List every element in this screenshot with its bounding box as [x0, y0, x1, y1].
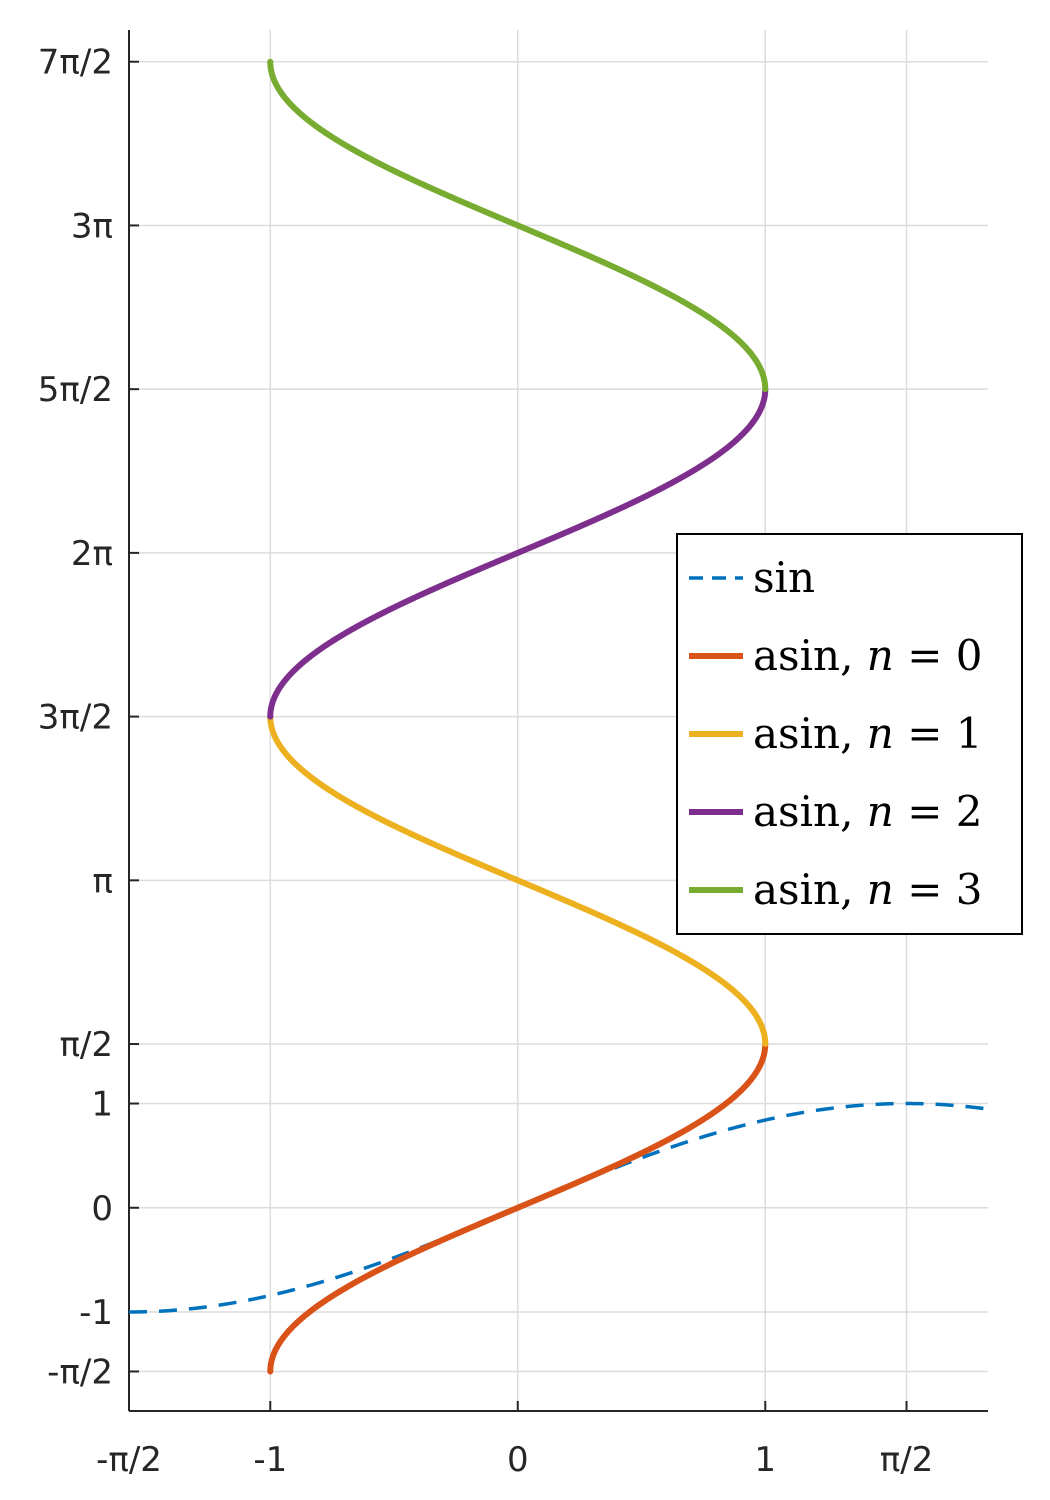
legend-label-0: sin — [753, 553, 815, 602]
legend-label-n-2: n — [867, 709, 894, 758]
x-tick-label-0: -π/2 — [96, 1440, 162, 1480]
x-tick-label-3: 1 — [754, 1440, 776, 1480]
legend-label-1: asin, n = 0 — [753, 631, 982, 680]
y-tick-label-4: π/2 — [59, 1025, 113, 1065]
legend-label-text-3: asin, — [753, 787, 867, 836]
y-tick-label-2: 0 — [91, 1189, 113, 1229]
y-tick-label-1: -1 — [79, 1293, 113, 1333]
x-tick-label-2: 0 — [507, 1440, 529, 1480]
legend-label-4: asin, n = 3 — [753, 865, 982, 914]
legend-label-text-0: sin — [753, 553, 815, 602]
y-tick-label-3: 1 — [91, 1085, 113, 1125]
legend-label-eq-4: = 3 — [894, 865, 983, 914]
y-tick-label-10: 7π/2 — [38, 43, 113, 83]
legend-label-n-3: n — [867, 787, 894, 836]
y-tick-label-0: -π/2 — [47, 1352, 113, 1392]
legend-label-n-4: n — [867, 865, 894, 914]
legend-label-3: asin, n = 2 — [753, 787, 982, 836]
legend-label-eq-3: = 2 — [894, 787, 983, 836]
legend-label-2: asin, n = 1 — [753, 709, 982, 758]
legend-label-eq-2: = 1 — [894, 709, 983, 758]
legend-label-text-2: asin, — [753, 709, 867, 758]
y-tick-label-7: 2π — [71, 534, 113, 574]
legend-label-text-4: asin, — [753, 865, 867, 914]
x-tick-label-1: -1 — [253, 1440, 287, 1480]
legend-label-text-1: asin, — [753, 631, 867, 680]
y-tick-label-8: 5π/2 — [38, 370, 113, 410]
legend-label-eq-1: = 0 — [894, 631, 983, 680]
y-tick-label-5: π — [93, 861, 113, 901]
x-tick-label-4: π/2 — [880, 1440, 934, 1480]
legend-label-n-1: n — [867, 631, 894, 680]
y-tick-label-6: 3π/2 — [38, 698, 113, 738]
y-tick-label-9: 3π — [71, 206, 113, 246]
